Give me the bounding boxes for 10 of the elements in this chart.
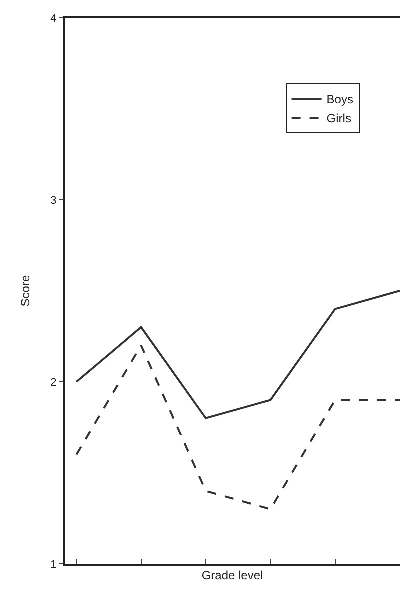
y-tick-label: 2 — [50, 376, 57, 389]
y-tick-label: 3 — [50, 194, 57, 207]
line-series — [76, 290, 400, 420]
x-axis-title: Grade level — [202, 568, 264, 583]
y-tick-label: 1 — [50, 558, 57, 571]
legend-label: Girls — [326, 112, 352, 126]
y-tick-label: 4 — [50, 12, 57, 25]
line-series — [76, 344, 400, 510]
legend-label: Boys — [326, 92, 354, 107]
y-axis-title: Score — [18, 275, 32, 307]
